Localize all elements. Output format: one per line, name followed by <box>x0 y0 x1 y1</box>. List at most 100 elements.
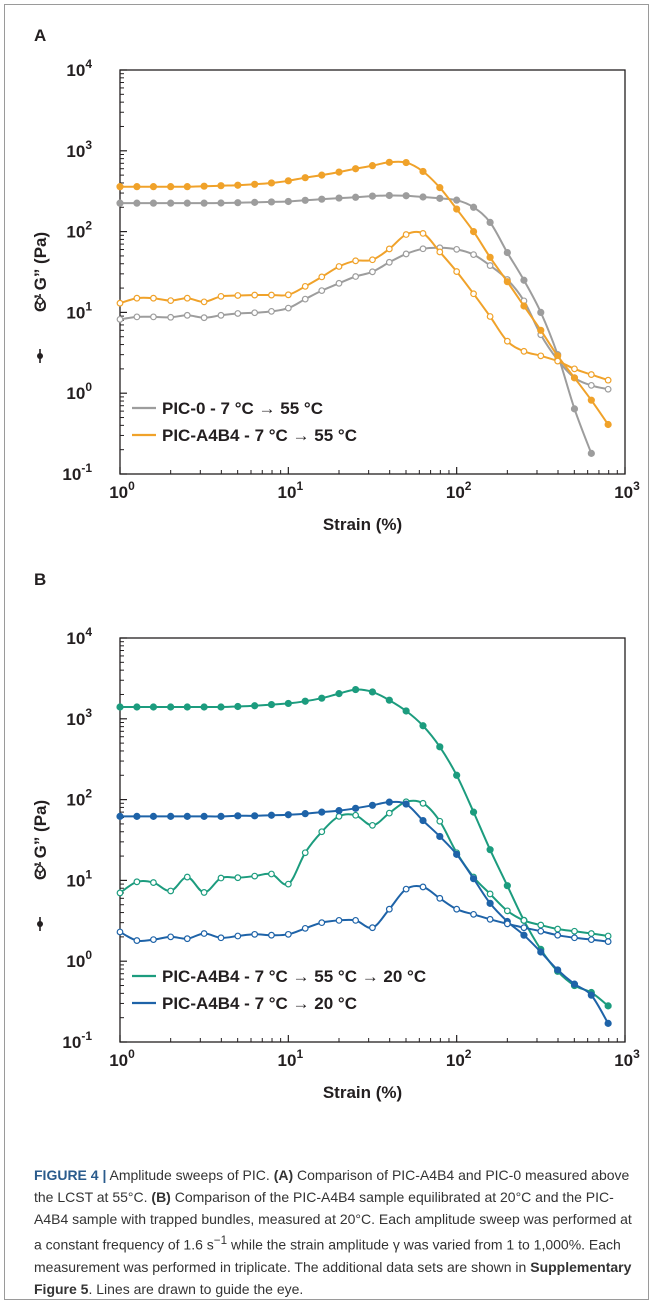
chart-a-series-0-gdouble-point <box>587 381 595 389</box>
chart-b-series-0-gdouble-point <box>587 930 595 937</box>
chart-a-series-1-gprime-point <box>352 165 360 173</box>
caption-text-4: while the strain amplitude γ was varied … <box>34 1236 621 1275</box>
chart-b-series-0-gprime-point <box>301 697 309 705</box>
chart-a-y-tick-label: 102 <box>66 219 92 242</box>
chart-a-series-0-gdouble-point <box>301 295 309 303</box>
chart-a-series-1-gprime-point <box>604 420 612 429</box>
chart-b-series-1-gprime-point <box>167 812 175 820</box>
chart-b-series-0-gprime-point <box>318 694 326 702</box>
chart-a-series-1-gdouble-point <box>402 231 410 238</box>
chart-b-x-tick-label: 101 <box>278 1047 304 1070</box>
chart-b-x-tick-label: 103 <box>614 1047 640 1070</box>
chart-b-series-1-gdouble-point <box>133 937 141 944</box>
chart-a-series-1-gdouble-point <box>133 294 141 302</box>
chart-b-series-1-gprime-point <box>335 807 343 815</box>
chart-a-series-0-gprime-point <box>368 192 377 200</box>
chart-b-series-1-gprime-point <box>251 812 259 820</box>
chart-a-series-0-gdouble-point <box>352 273 360 280</box>
chart-b-series-0-gprime-point <box>133 703 141 711</box>
chart-a-series-0-gdouble-point <box>604 385 612 393</box>
chart-a-series-1-gdouble-point <box>183 294 191 302</box>
chart-b-series-1-gprime-point <box>149 812 158 820</box>
chart-a-series-1-gprime-point <box>486 253 494 261</box>
caption-text-5: . Lines are drawn to guide the eye. <box>88 1280 304 1297</box>
chart-a-series-1-gprime-point <box>419 167 427 176</box>
chart-a-series-1-gdouble-point <box>251 291 259 299</box>
chart-b-y-tick-label: 102 <box>66 787 92 810</box>
chart-b-series-1-gdouble-point <box>402 885 410 893</box>
chart-a-series-1-gprime-point <box>385 158 393 166</box>
chart-b-plot-area <box>119 637 626 1043</box>
chart-b-series-0-gdouble-point <box>116 889 124 897</box>
chart-b-series-1-gprime-point <box>486 899 494 907</box>
caption-text-3: Comparison of the PIC-A4B4 sample equili… <box>34 1189 632 1253</box>
chart-a-y-tick-label: 10-1 <box>62 461 92 484</box>
caption-part-a: (A) <box>273 1167 294 1183</box>
chart-b-series-0-gdouble-point <box>554 925 562 933</box>
chart-a-series-0-gdouble-point <box>234 310 242 317</box>
chart-a-legend-label: PIC-0 - 7 °C → 55 °C <box>162 399 323 418</box>
chart-b-series-0-gdouble-point <box>369 821 376 829</box>
chart-a-series-0-gdouble-point <box>183 311 191 319</box>
chart-b-series-0-gprime-point <box>486 846 494 854</box>
chart-b-series-0-gprime-point <box>284 699 292 708</box>
chart-a-y-tick-label: 103 <box>66 138 92 161</box>
chart-b-series-1-gdouble-point <box>116 928 124 936</box>
chart-a-series-1-gdouble-point <box>150 294 157 302</box>
chart-b-series-0 <box>116 685 612 1010</box>
chart-b-series-1-gdouble-point <box>234 932 242 940</box>
chart-a-series-1-gdouble-line <box>119 230 609 382</box>
chart-a: 10-1 100 101 102 103 104 100 101 102 103 Strain (%… <box>31 57 640 534</box>
chart-a-y-tick-label: 101 <box>66 299 92 322</box>
chart-b-series-1-gdouble-point <box>369 924 376 932</box>
chart-b-series-1-gprime-point <box>133 812 141 820</box>
chart-a-x-tick-label: 100 <box>109 479 135 502</box>
panel-a: A 10-1 100 101 102 103 104 100 101 102 103 Strain … <box>0 26 645 588</box>
chart-a-series-0-gdouble-point <box>385 258 393 266</box>
chart-a-series-1-gprime-point <box>469 228 478 236</box>
chart-b-series-1-gprime-point <box>419 816 427 825</box>
chart-a-series-1-gdouble-point <box>436 248 444 256</box>
chart-b-series-0-gdouble-point <box>234 874 242 882</box>
chart-a-series-1 <box>116 158 612 429</box>
caption-text-1: Amplitude sweeps of PIC. <box>106 1167 274 1183</box>
chart-b-series-1-gprime-point <box>183 812 191 820</box>
chart-a-series-1-gdouble-point <box>520 347 528 355</box>
chart-b-series-1-gprime-point <box>570 980 579 988</box>
chart-b-series-1-gprime-point <box>352 804 360 812</box>
chart-a-series-0-gdouble-point <box>402 250 410 258</box>
chart-a-series-1-gprime-point <box>537 326 545 334</box>
chart-b-series-1-gprime-point <box>234 812 242 820</box>
chart-b-series-0-gdouble-point <box>284 880 292 888</box>
chart-a-y-axis-title: G’ G” (Pa) <box>31 232 50 312</box>
chart-b-series-0-gdouble-point <box>571 927 578 935</box>
chart-a-series-1-gdouble-point <box>486 313 494 320</box>
chart-b-series-0-gdouble-point <box>268 870 275 878</box>
chart-b-series-1-gdouble-point <box>537 927 545 935</box>
chart-a-series-1-gprime-point <box>520 302 528 310</box>
chart-b-series-0-gprime-point <box>167 703 175 711</box>
chart-b-series-1-gdouble-point <box>554 931 562 939</box>
chart-b-series-0-gprime-point <box>267 700 276 709</box>
chart-b-series-1-gprime-point <box>402 800 410 808</box>
chart-b-series-1-gdouble-point <box>604 938 612 945</box>
chart-a-series-0-gdouble-point <box>284 304 292 312</box>
chart-a-series-1-gprime-point <box>116 183 124 191</box>
chart-b-series-1-gprime-point <box>520 931 528 939</box>
chart-b-series-1-gprime-point <box>217 812 225 820</box>
chart-a-series-1-gdouble-point <box>369 256 376 264</box>
chart-b-series-1-gdouble-point <box>200 930 208 937</box>
chart-a-series-1-gprime-point <box>587 396 595 404</box>
chart-a-series-1-gprime-point <box>234 181 242 189</box>
panel-b: B 10-1 100 101 102 103 104 100 101 102 103 Strain … <box>0 570 645 1156</box>
chart-b-series-1-gdouble-line <box>119 884 609 943</box>
chart-b-series-0-gprime-point <box>453 771 461 779</box>
chart-b-series-0-gdouble-point <box>352 811 360 819</box>
chart-a-series-0-gprime-point <box>116 199 124 207</box>
chart-a-series-0-gdouble-point <box>470 251 477 259</box>
chart-a-series-0-gprime-point <box>335 194 343 202</box>
chart-a-series-1-gdouble-point <box>217 292 225 300</box>
chart-b-y-tick-label: 103 <box>66 706 92 729</box>
chart-a-series-0-gdouble-point <box>369 268 376 276</box>
chart-b-series-1-gprime-point <box>318 808 326 816</box>
